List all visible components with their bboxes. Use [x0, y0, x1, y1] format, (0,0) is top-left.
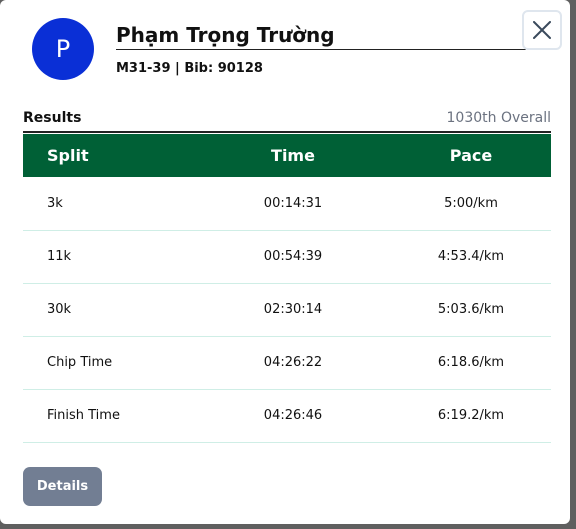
split-name: 3k: [47, 195, 63, 211]
table-row: Chip Time 04:26:22 6:18.6/km: [23, 336, 551, 389]
split-name: 11k: [47, 249, 72, 264]
column-header-time: Time: [271, 146, 315, 165]
split-name: 30k: [47, 302, 72, 317]
split-time: 04:26:46: [263, 408, 323, 423]
split-time: 04:26:22: [263, 355, 323, 370]
table-row: Finish Time 04:26:46 6:19.2/km: [23, 389, 551, 442]
split-time: 00:14:31: [263, 195, 323, 211]
split-pace: 5:00/km: [444, 195, 498, 211]
table-header-row: Split Time Pace: [23, 134, 551, 177]
splits-table: Split Time Pace 3k 00:14:31 5:00/km 11k …: [23, 134, 551, 443]
split-pace: 5:03.6/km: [437, 302, 505, 317]
overall-rank: 1030th Overall: [446, 110, 551, 126]
results-header: Results 1030th Overall: [23, 109, 551, 133]
split-name: Chip Time: [47, 355, 113, 370]
table-row: 30k 02:30:14 5:03.6/km: [23, 283, 551, 336]
table-row: 11k 00:54:39 4:53.4/km: [23, 230, 551, 283]
column-header-split: Split: [47, 146, 89, 165]
details-button[interactable]: Details: [23, 467, 102, 506]
avatar: P: [32, 18, 94, 80]
table-row: 3k 00:14:31 5:00/km: [23, 177, 551, 230]
results-title: Results: [23, 110, 82, 126]
close-icon: [533, 21, 551, 39]
column-header-pace: Pace: [449, 146, 493, 165]
split-pace: 6:19.2/km: [437, 408, 505, 423]
runner-meta: M31-39 | Bib: 90128: [116, 61, 263, 76]
runner-name: Phạm Trọng Trường: [116, 23, 526, 50]
split-pace: 4:53.4/km: [437, 249, 505, 264]
close-button[interactable]: [522, 10, 562, 50]
split-name: Finish Time: [47, 408, 120, 423]
split-pace: 6:18.6/km: [437, 355, 505, 370]
runner-header: P Phạm Trọng Trường M31-39 | Bib: 90128: [32, 18, 570, 88]
split-time: 02:30:14: [263, 302, 323, 317]
split-time: 00:54:39: [263, 249, 323, 264]
